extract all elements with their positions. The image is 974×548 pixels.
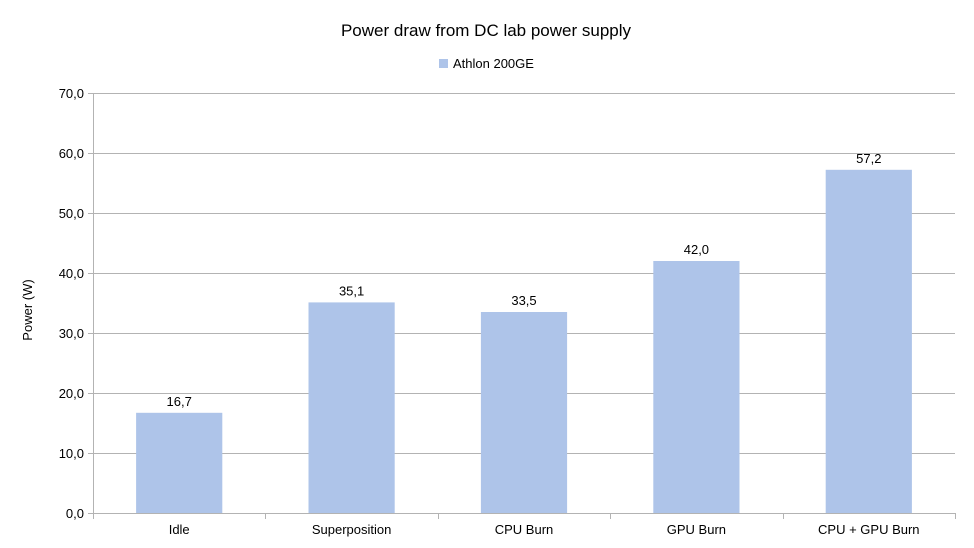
data-label: 42,0 [684,242,709,257]
x-category-label: GPU Burn [667,522,726,537]
bar [825,169,912,514]
legend-label: Athlon 200GE [453,56,534,71]
legend: Athlon 200GE [439,56,534,71]
labels: 0,0 10,0 20,0 30,0 40,0 50,0 60,0 70,0 16,7 Idle 3… [59,86,920,537]
bar [136,412,223,513]
x-category-label: Idle [169,522,190,537]
data-label: 33,5 [511,293,536,308]
legend-swatch [439,59,448,68]
x-category-label: Superposition [312,522,392,537]
y-tick-label: 60,0 [59,146,84,161]
y-tick-label: 50,0 [59,206,84,221]
y-tick-label: 20,0 [59,386,84,401]
bar [653,261,740,513]
bar [308,302,395,513]
chart-title: Power draw from DC lab power supply [341,21,632,40]
y-tick-label: 70,0 [59,86,84,101]
y-tick-label: 30,0 [59,326,84,341]
data-label: 35,1 [339,283,364,298]
bar [480,312,568,513]
data-label: 16,7 [167,394,192,409]
x-category-label: CPU + GPU Burn [818,522,920,537]
y-axis-title: Power (W) [20,279,35,340]
y-tick-label: 40,0 [59,266,84,281]
y-tick-label: 0,0 [66,506,84,521]
data-label: 57,2 [856,151,881,166]
x-category-label: CPU Burn [495,522,554,537]
y-tick-label: 10,0 [59,446,84,461]
bars [136,169,912,514]
axes [88,93,956,519]
